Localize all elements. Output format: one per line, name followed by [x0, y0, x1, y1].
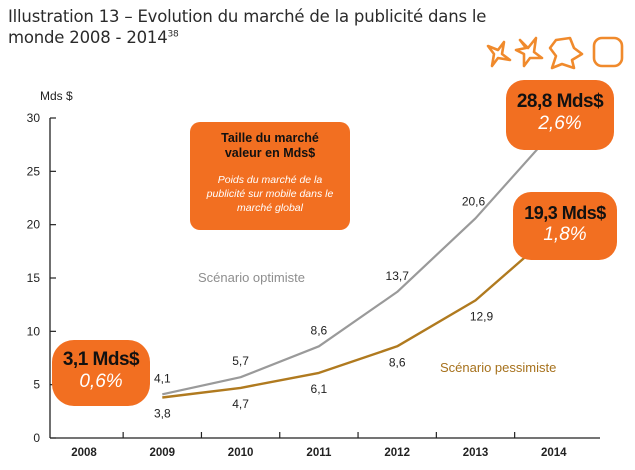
- legend-subtitle: Poids du marché de la publicité sur mobi…: [206, 174, 334, 214]
- title-line-2: monde 2008 - 2014: [8, 28, 168, 47]
- axes: Mds $ 0 5 10 15 20 25 30 2008 2009 2010 2011 2012 201…: [27, 89, 600, 459]
- data-label: 4,7: [232, 397, 249, 411]
- x-tick-label: 2012: [384, 447, 410, 459]
- callout-optimistic-2014: 28,8 Mds$ 2,6%: [506, 80, 614, 150]
- x-tick-label: 2014: [541, 447, 567, 459]
- x-tick-label: 2011: [306, 447, 332, 459]
- callout-pessimistic-share: 1,8%: [543, 224, 587, 245]
- title-line-1: Illustration 13 – Evolution du marché de…: [8, 7, 487, 26]
- callout-2008-share: 0,6%: [79, 371, 123, 392]
- chart-legend-box: Taille du marché valeur en Mds$ Poids du…: [190, 122, 350, 230]
- callout-pessimistic-2014: 19,3 Mds$ 1,8%: [513, 192, 617, 260]
- data-label: 8,6: [311, 323, 328, 337]
- data-label: 12,9: [470, 309, 494, 323]
- data-label: 3,8: [154, 406, 171, 420]
- title-footnote: 38: [167, 29, 179, 40]
- callout-2008-value: 3,1 Mds$: [62, 349, 140, 370]
- y-tick-label: 5: [33, 378, 40, 392]
- x-tick-label: 2010: [228, 447, 254, 459]
- y-axis-label: Mds $: [40, 89, 73, 103]
- brand-logo-icon: [486, 36, 624, 70]
- data-label: 6,1: [311, 382, 328, 396]
- callout-optimistic-value: 28,8 Mds$: [516, 91, 604, 112]
- x-tick-label: 2009: [150, 447, 176, 459]
- data-label: 8,6: [389, 355, 406, 369]
- scenario-optimistic-label: Scénario optimiste: [198, 270, 305, 285]
- legend-title: Taille du marché valeur en Mds$: [221, 131, 319, 160]
- series-line-pessimistic: [162, 231, 555, 399]
- scenario-pessimistic-label: Scénario pessimiste: [440, 360, 557, 375]
- y-tick-label: 30: [27, 111, 41, 125]
- data-label: 5,7: [232, 354, 249, 368]
- x-tick-label: 2013: [463, 447, 489, 459]
- y-tick-label: 10: [27, 324, 41, 338]
- y-tick-label: 20: [27, 218, 41, 232]
- y-tick-label: 15: [27, 271, 41, 285]
- x-tick-label: 2008: [71, 447, 97, 459]
- data-label: 4,1: [154, 371, 171, 385]
- data-label: 20,6: [462, 194, 486, 208]
- y-tick-label: 25: [27, 164, 41, 178]
- callout-2008: 3,1 Mds$ 0,6%: [52, 340, 150, 406]
- series-line-optimistic: [162, 130, 555, 396]
- data-label: 13,7: [386, 269, 410, 283]
- series-lines: [162, 130, 555, 399]
- callout-optimistic-share: 2,6%: [538, 113, 582, 134]
- y-tick-label: 0: [33, 431, 40, 445]
- page-title: Illustration 13 – Evolution du marché de…: [8, 6, 548, 48]
- data-labels: 4,1 5,7 8,6 13,7 20,6 3,8 4,7 6,1 8,6 12,9: [154, 194, 494, 420]
- callout-pessimistic-value: 19,3 Mds$: [524, 203, 606, 223]
